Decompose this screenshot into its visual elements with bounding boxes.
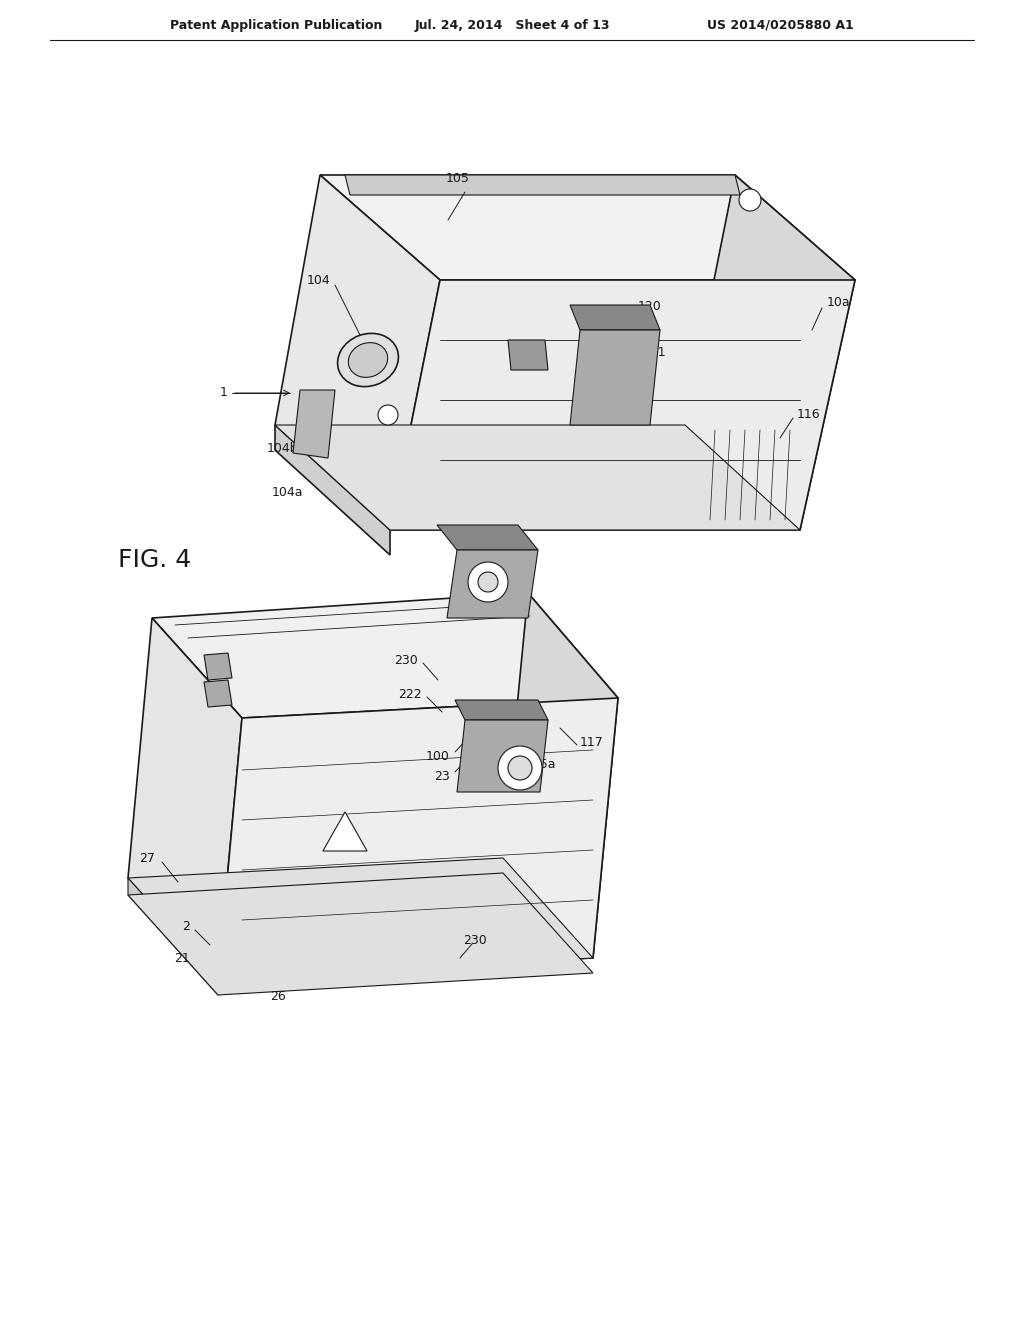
Text: 119: 119: [618, 399, 643, 412]
Polygon shape: [128, 618, 242, 978]
Polygon shape: [455, 700, 548, 719]
Text: 117: 117: [580, 735, 604, 748]
Polygon shape: [447, 550, 538, 618]
Text: 230: 230: [394, 653, 418, 667]
Polygon shape: [390, 280, 855, 531]
Text: 115a: 115a: [525, 759, 556, 771]
Polygon shape: [218, 698, 618, 978]
Polygon shape: [128, 858, 593, 978]
Text: 120: 120: [638, 301, 662, 314]
Text: 100: 100: [426, 750, 450, 763]
Polygon shape: [503, 593, 618, 958]
Polygon shape: [275, 176, 440, 531]
Polygon shape: [437, 525, 538, 550]
Text: 105: 105: [446, 172, 470, 185]
Text: 104b: 104b: [266, 441, 298, 454]
Text: 2: 2: [182, 920, 190, 933]
Text: FIG. 4: FIG. 4: [118, 548, 191, 572]
Polygon shape: [319, 176, 855, 280]
Polygon shape: [275, 425, 390, 554]
Circle shape: [498, 746, 542, 789]
Text: 222: 222: [398, 688, 422, 701]
Ellipse shape: [338, 334, 398, 387]
Polygon shape: [570, 330, 660, 425]
Polygon shape: [293, 389, 335, 458]
Circle shape: [468, 562, 508, 602]
Text: 21: 21: [174, 952, 190, 965]
Polygon shape: [685, 176, 855, 531]
Polygon shape: [570, 305, 660, 330]
Text: 23: 23: [434, 770, 450, 783]
Text: 104: 104: [306, 273, 330, 286]
Circle shape: [478, 572, 498, 591]
Text: 116: 116: [797, 408, 820, 421]
Polygon shape: [128, 878, 218, 995]
Circle shape: [739, 189, 761, 211]
Circle shape: [508, 756, 532, 780]
Text: Jul. 24, 2014   Sheet 4 of 13: Jul. 24, 2014 Sheet 4 of 13: [415, 18, 609, 32]
Text: 26: 26: [270, 990, 286, 1002]
Text: 115: 115: [511, 738, 535, 751]
Text: 119: 119: [634, 367, 657, 380]
Text: 121: 121: [643, 346, 667, 359]
Polygon shape: [204, 680, 232, 708]
Text: 230: 230: [463, 935, 486, 948]
Text: 27: 27: [139, 851, 155, 865]
Polygon shape: [457, 719, 548, 792]
Text: 104a: 104a: [271, 487, 303, 499]
Circle shape: [378, 405, 398, 425]
Polygon shape: [345, 176, 740, 195]
Text: Patent Application Publication: Patent Application Publication: [170, 18, 382, 32]
Polygon shape: [204, 653, 232, 680]
Polygon shape: [508, 341, 548, 370]
Text: US 2014/0205880 A1: US 2014/0205880 A1: [708, 18, 854, 32]
Polygon shape: [323, 812, 367, 851]
Ellipse shape: [348, 343, 388, 378]
Polygon shape: [152, 593, 618, 718]
Text: 10a: 10a: [827, 297, 851, 309]
Text: 1: 1: [220, 387, 228, 400]
Polygon shape: [128, 873, 593, 995]
Polygon shape: [275, 425, 800, 531]
Text: 119: 119: [636, 323, 659, 337]
